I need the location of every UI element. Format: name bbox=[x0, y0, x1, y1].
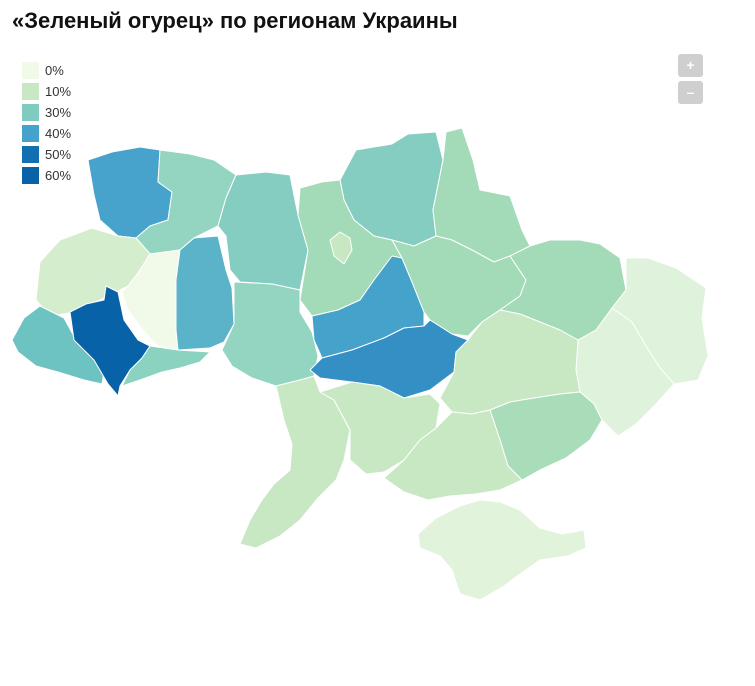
legend-item-0: 0% bbox=[22, 60, 71, 81]
legend-swatch-50 bbox=[22, 146, 39, 163]
legend-swatch-60 bbox=[22, 167, 39, 184]
legend-swatch-40 bbox=[22, 125, 39, 142]
region-zhytomyr[interactable] bbox=[217, 171, 309, 291]
region-chernivtsi[interactable] bbox=[121, 345, 211, 387]
legend-label-50: 50% bbox=[45, 147, 72, 162]
map-title: «Зеленый огурец» по регионам Украины bbox=[12, 8, 458, 33]
legend-item-30: 30% bbox=[22, 102, 71, 123]
legend-swatch-10 bbox=[22, 83, 39, 100]
legend: 0% 10% 30% 40% 50% 60% bbox=[22, 60, 71, 186]
legend-label-30: 30% bbox=[45, 105, 72, 120]
region-kyiv-city[interactable] bbox=[329, 231, 353, 265]
legend-item-50: 50% bbox=[22, 144, 71, 165]
region-kherson[interactable] bbox=[383, 409, 523, 501]
zoom-in-button[interactable]: + bbox=[678, 54, 703, 77]
legend-item-10: 10% bbox=[22, 81, 71, 102]
legend-item-60: 60% bbox=[22, 165, 71, 186]
region-khmelnytskyi[interactable] bbox=[175, 235, 235, 351]
zoom-out-button[interactable]: – bbox=[678, 81, 703, 104]
legend-swatch-30 bbox=[22, 104, 39, 121]
legend-item-40: 40% bbox=[22, 123, 71, 144]
legend-label-0: 0% bbox=[45, 63, 64, 78]
legend-swatch-0 bbox=[22, 62, 39, 79]
legend-label-10: 10% bbox=[45, 84, 72, 99]
legend-label-60: 60% bbox=[45, 168, 72, 183]
legend-label-40: 40% bbox=[45, 126, 72, 141]
region-crimea[interactable] bbox=[417, 499, 587, 601]
region-odesa[interactable] bbox=[239, 375, 351, 549]
